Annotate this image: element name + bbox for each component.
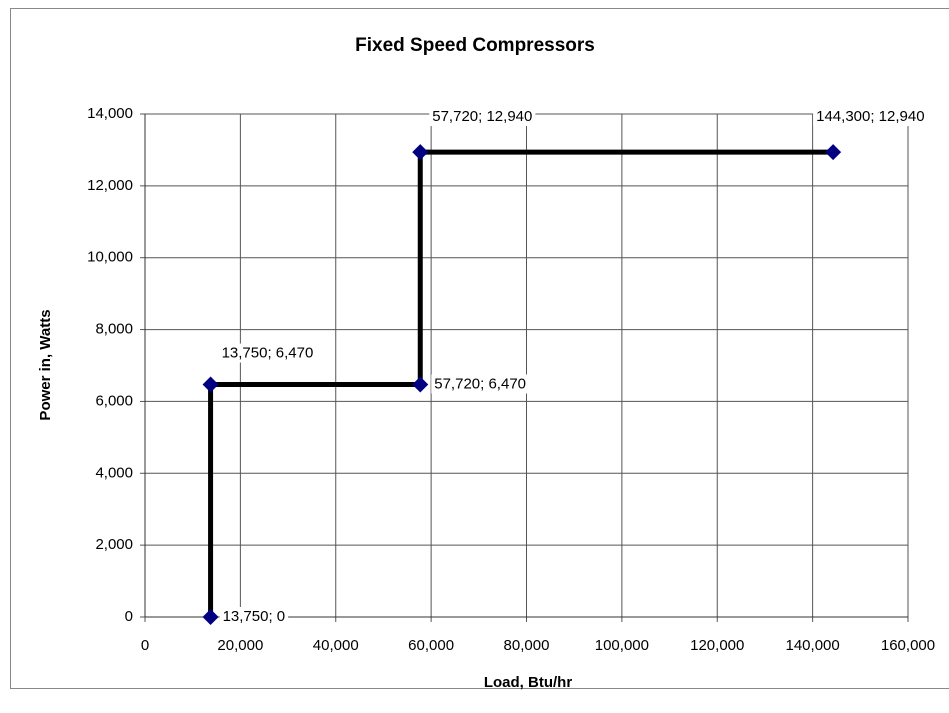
data-label-bg — [431, 374, 530, 394]
data-label-bg — [219, 606, 289, 626]
data-label-bg — [218, 343, 317, 363]
x-tick-label: 60,000 — [408, 637, 454, 654]
data-label: 57,720; 12,940 — [432, 108, 532, 125]
x-tick-label: 40,000 — [313, 637, 359, 654]
x-tick-label: 20,000 — [217, 637, 263, 654]
x-tick-label: 0 — [141, 637, 149, 654]
x-tick-label: 120,000 — [690, 637, 744, 654]
y-tick-label: 8,000 — [95, 321, 133, 338]
marker — [202, 376, 219, 393]
y-tick-label: 12,000 — [87, 177, 133, 194]
y-tick-label: 10,000 — [87, 249, 133, 266]
x-tick-label: 100,000 — [595, 637, 649, 654]
y-tick-label: 2,000 — [95, 536, 133, 553]
x-axis-title: Load, Btu/hr — [484, 674, 572, 691]
x-tick-label: 140,000 — [786, 637, 840, 654]
data-label: 13,750; 6,470 — [222, 345, 314, 362]
x-tick-label: 160,000 — [881, 637, 935, 654]
y-tick-label: 14,000 — [87, 105, 133, 122]
x-tick-label: 80,000 — [504, 637, 550, 654]
data-label: 13,750; 0 — [223, 608, 286, 625]
chart-title: Fixed Speed Compressors — [355, 35, 595, 56]
marker — [202, 609, 219, 625]
marker — [412, 376, 429, 393]
y-axis-title: Power in, Watts — [37, 309, 54, 420]
marker — [412, 144, 429, 161]
data-label-bg — [813, 107, 928, 127]
y-tick-label: 4,000 — [95, 464, 133, 481]
marker — [825, 144, 842, 161]
data-label: 144,300; 12,940 — [816, 108, 924, 125]
data-label: 57,720; 6,470 — [434, 376, 526, 393]
data-label-bg — [429, 107, 536, 127]
y-tick-label: 0 — [125, 608, 133, 625]
y-tick-label: 6,000 — [95, 392, 133, 409]
